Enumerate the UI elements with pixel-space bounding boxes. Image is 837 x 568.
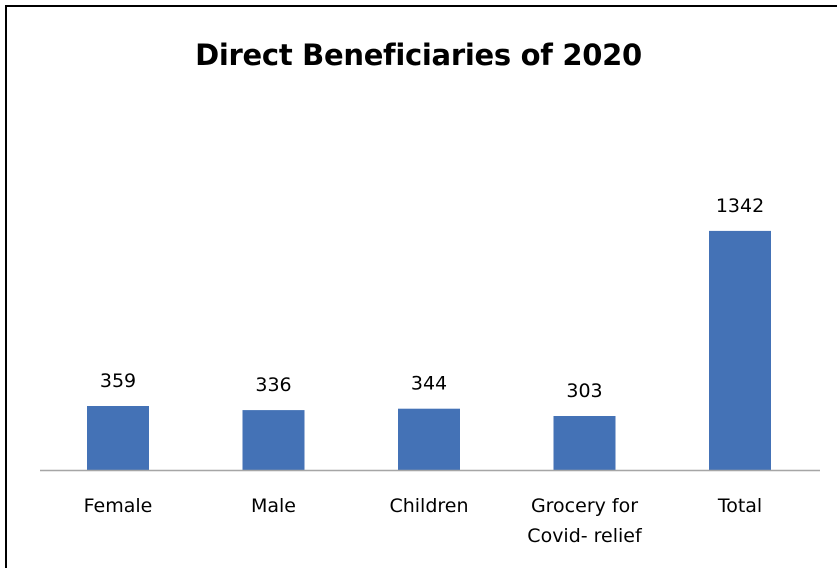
x-tick-label: Female bbox=[84, 495, 153, 517]
chart-frame bbox=[5, 5, 837, 568]
x-tick-label: Total bbox=[717, 495, 762, 517]
data-label: 303 bbox=[566, 380, 602, 402]
chart-title: Direct Beneficiaries of 2020 bbox=[195, 38, 642, 72]
x-tick-label: Male bbox=[251, 495, 296, 517]
bar-male bbox=[242, 410, 305, 470]
bar-grocery-for-covid-relief bbox=[553, 416, 616, 470]
bar-total bbox=[709, 230, 771, 470]
x-tick-label: Children bbox=[389, 495, 468, 517]
bar-female bbox=[87, 406, 149, 470]
data-label: 359 bbox=[100, 370, 136, 392]
bar-children bbox=[398, 408, 460, 470]
x-tick-label: Grocery for Covid- relief bbox=[527, 495, 643, 547]
data-label: 344 bbox=[411, 373, 447, 395]
data-label: 1342 bbox=[716, 195, 764, 217]
data-label: 336 bbox=[255, 374, 291, 396]
